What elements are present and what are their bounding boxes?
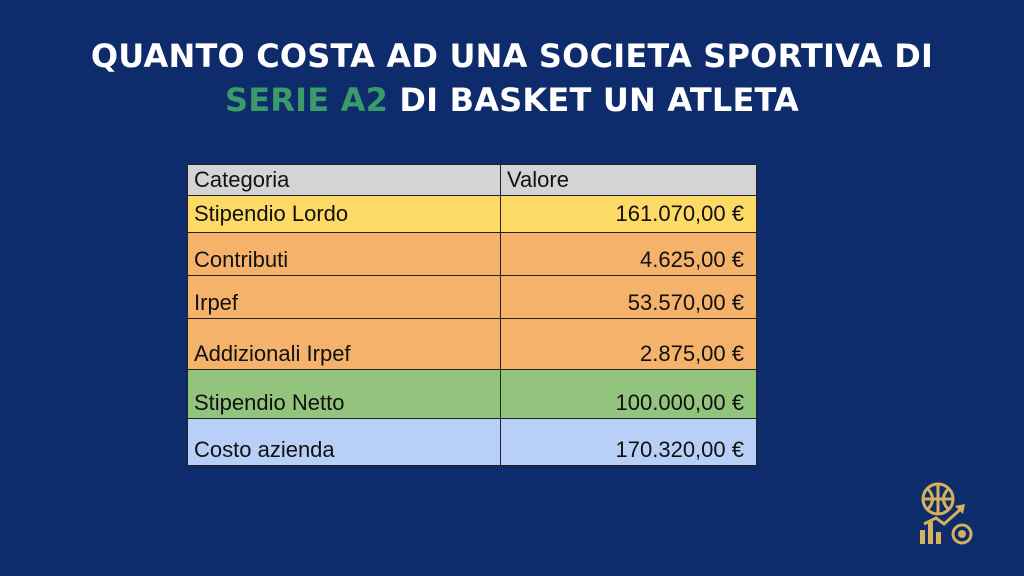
table-row: Contributi 4.625,00 €: [187, 232, 757, 276]
row-label: Irpef: [187, 275, 501, 319]
table-row: Costo azienda 170.320,00 €: [187, 418, 757, 466]
cost-table: Categoria Valore Stipendio Lordo 161.070…: [187, 164, 757, 466]
basketball-growth-logo-icon: [920, 482, 973, 545]
table-row: Stipendio Netto 100.000,00 €: [187, 369, 757, 419]
row-value: 170.320,00 €: [500, 418, 757, 466]
title-line-2: SERIE A2 DI BASKET UN ATLETA: [0, 78, 1024, 122]
title-line-2-rest: DI BASKET UN ATLETA: [388, 81, 800, 119]
row-value: 161.070,00 €: [500, 195, 757, 233]
table-row: Addizionali Irpef 2.875,00 €: [187, 318, 757, 370]
table-row: Stipendio Lordo 161.070,00 €: [187, 195, 757, 233]
row-label: Addizionali Irpef: [187, 318, 501, 370]
row-label: Stipendio Netto: [187, 369, 501, 419]
header-categoria: Categoria: [187, 164, 501, 196]
row-value: 53.570,00 €: [500, 275, 757, 319]
page-title: QUANTO COSTA AD UNA SOCIETA SPORTIVA DI …: [0, 34, 1024, 122]
table-row: Irpef 53.570,00 €: [187, 275, 757, 319]
row-value: 2.875,00 €: [500, 318, 757, 370]
row-label: Contributi: [187, 232, 501, 276]
title-line-1: QUANTO COSTA AD UNA SOCIETA SPORTIVA DI: [90, 37, 934, 75]
table-header-row: Categoria Valore: [187, 164, 757, 196]
row-value: 100.000,00 €: [500, 369, 757, 419]
title-accent: SERIE A2: [224, 81, 389, 119]
row-value: 4.625,00 €: [500, 232, 757, 276]
row-label: Costo azienda: [187, 418, 501, 466]
row-label: Stipendio Lordo: [187, 195, 501, 233]
header-valore: Valore: [500, 164, 757, 196]
